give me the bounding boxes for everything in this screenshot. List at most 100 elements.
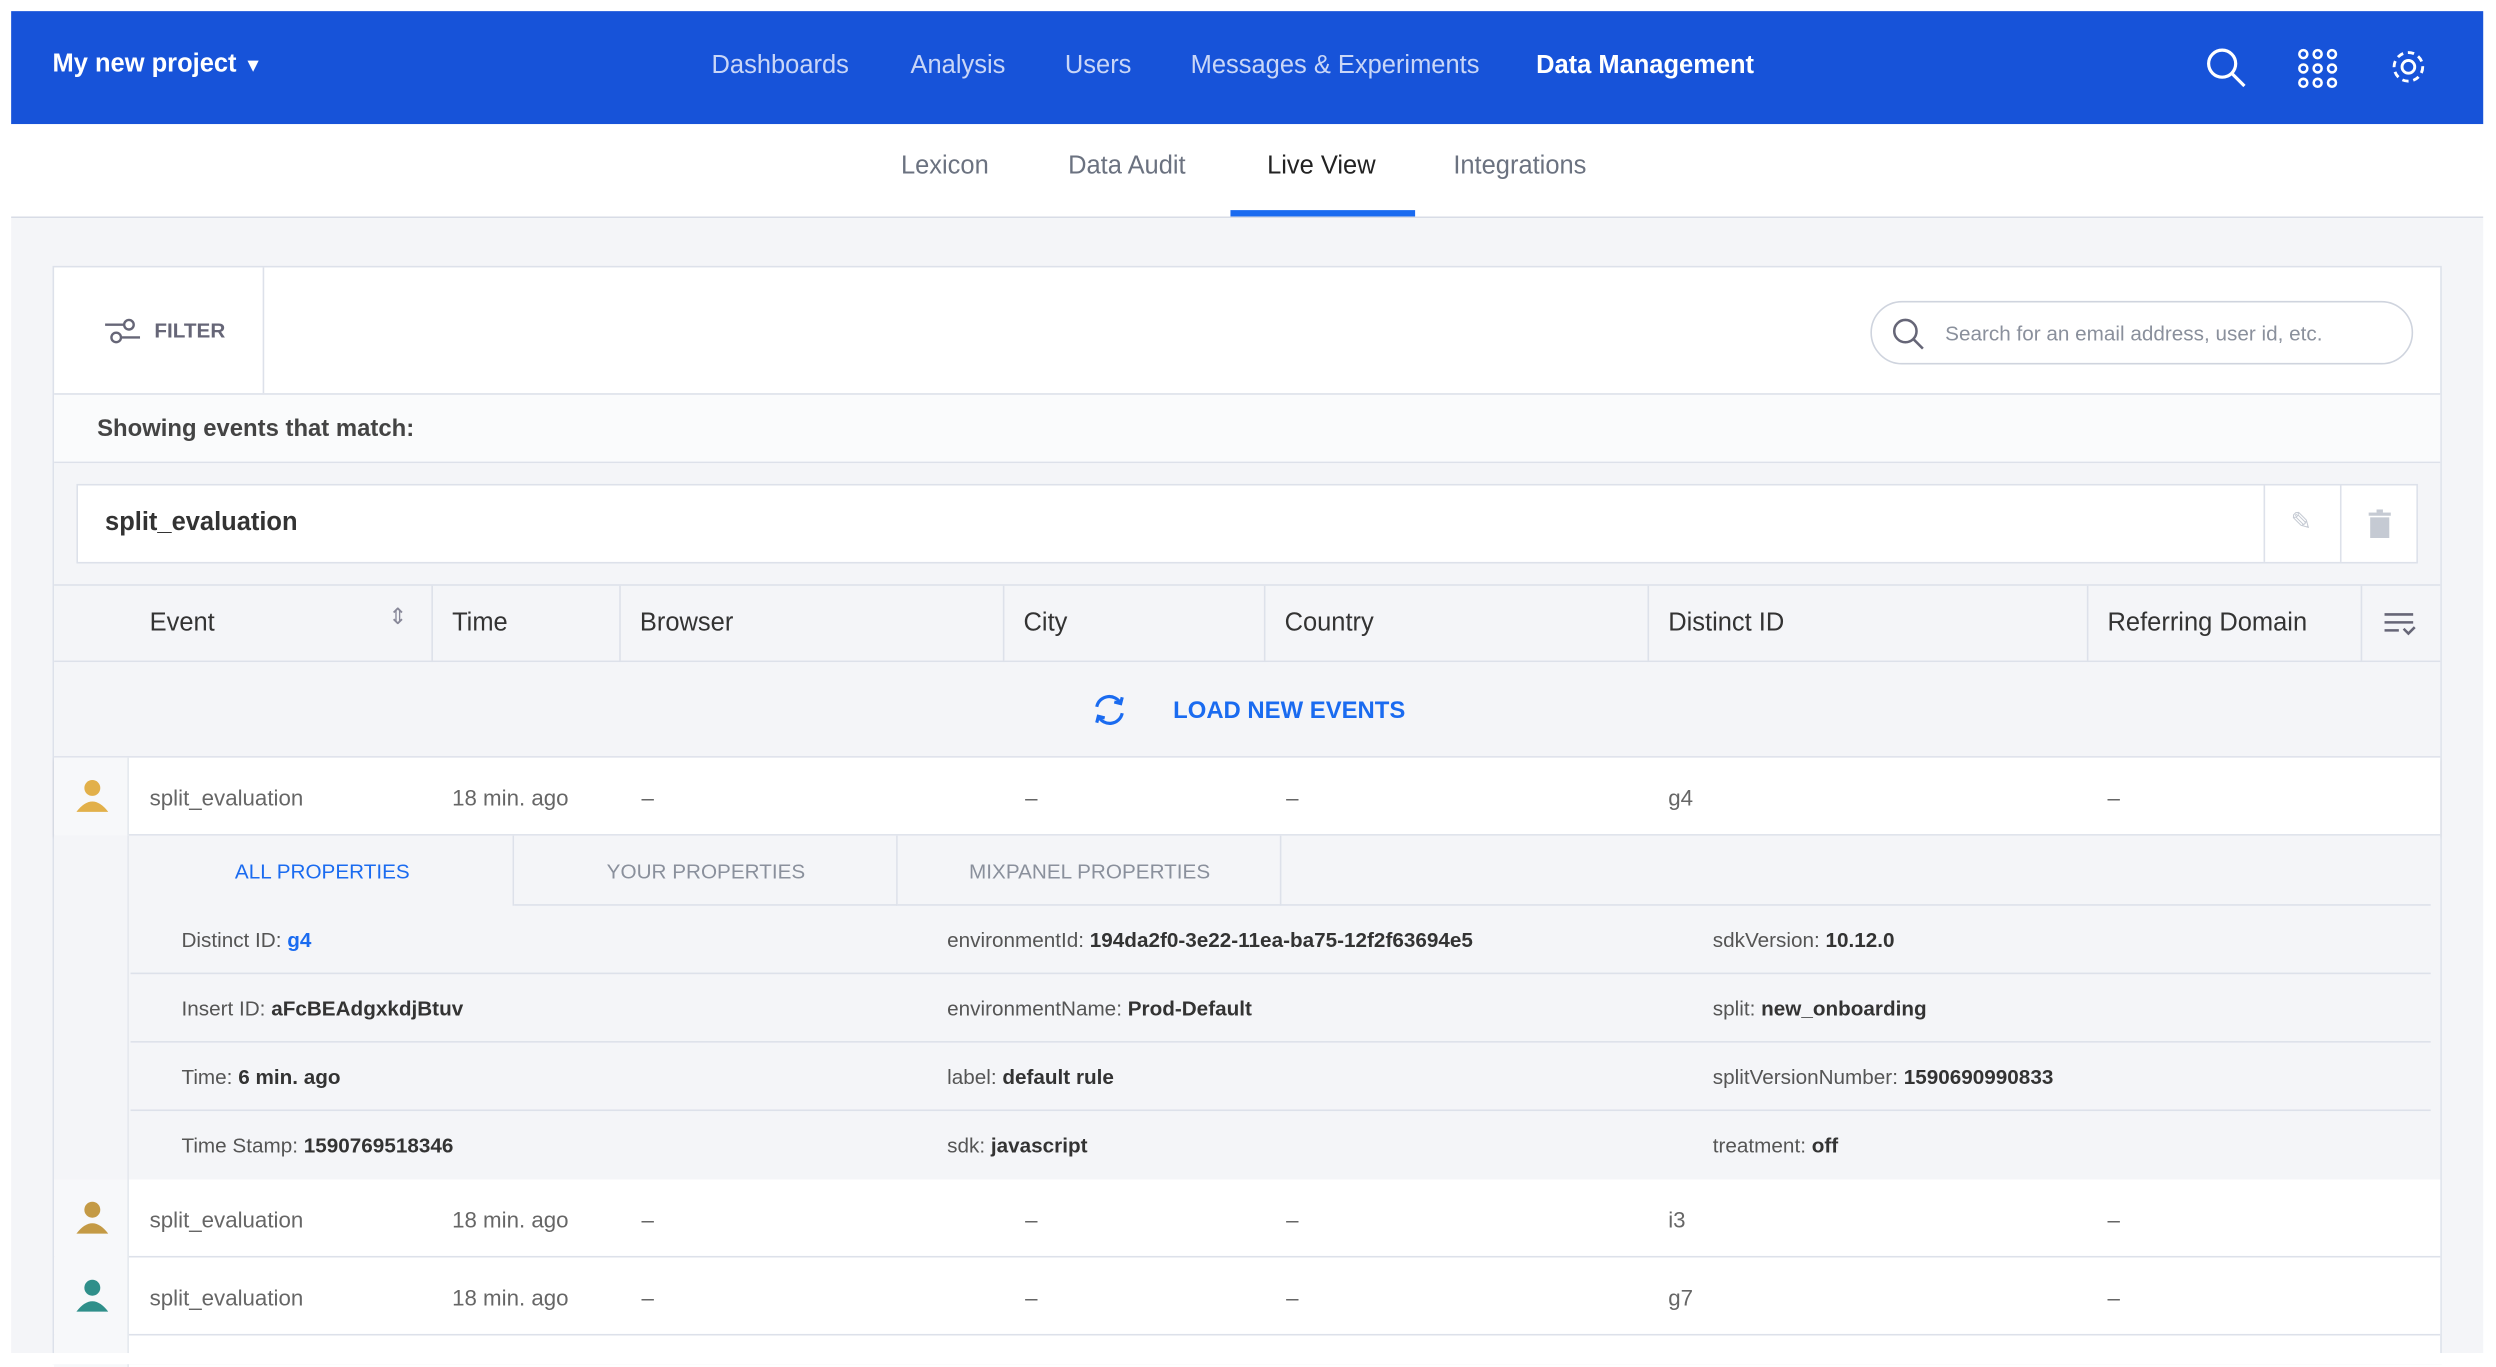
caret-down-icon: ▼ [243,54,263,77]
browser-value: – [641,784,654,811]
property-key: sdkVersion: [1712,928,1820,952]
tab-your-properties[interactable]: YOUR PROPERTIES [514,835,898,906]
property-key: Insert ID: [181,996,266,1021]
property-item: splitVersionNumber: 1590690990833 [1713,1065,2054,1089]
table-header: Event ⇕ Time Browser City Country Distinc… [54,584,2441,663]
event-name: split_evaluation [149,1206,304,1233]
column-header-distinct-id[interactable]: Distinct ID [1649,585,2089,663]
column-label: Distinct ID [1668,609,1785,637]
event-details: ALL PROPERTIES YOUR PROPERTIES MIXPANEL PR… [54,835,2441,1180]
tab-data-audit[interactable]: Data Audit [1068,152,1186,180]
distinct-id-link[interactable]: i3 [1668,1206,1686,1233]
table-row[interactable]: split_evaluation 18 min. ago – – – g4 – [54,757,2441,836]
avatar-cell [54,757,129,836]
tab-all-properties[interactable]: ALL PROPERTIES [130,835,515,906]
apps-grid-icon[interactable] [2297,48,2338,89]
event-time: 18 min. ago [452,1206,569,1233]
property-value: 10.12.0 [1825,928,1895,952]
column-header-time[interactable]: Time [433,585,621,663]
column-label: Browser [639,609,734,637]
property-value: 1590769518346 [303,1133,454,1158]
nav-dashboards[interactable]: Dashboards [711,52,849,80]
column-header-browser[interactable]: Browser [621,585,1005,663]
search-input[interactable]: Search for an email address, user id, et… [1870,300,2414,365]
property-item: label: default rule [947,1065,1114,1089]
property-value[interactable]: g4 [287,928,312,952]
property-item: Time Stamp: 1590769518346 [181,1133,453,1157]
column-label: City [1023,609,1068,637]
distinct-id-link[interactable]: g7 [1668,1284,1694,1311]
column-settings-button[interactable] [2362,586,2440,662]
nav-analysis[interactable]: Analysis [910,52,1006,80]
country-value: – [1286,1284,1299,1311]
city-value: – [1025,784,1038,811]
property-item: sdk: javascript [947,1133,1087,1157]
property-row: Insert ID: aFcBEAdgxkdjBtuv environmentNa… [130,974,2431,1043]
nav-users[interactable]: Users [1064,52,1132,80]
tab-live-view[interactable]: Live View [1267,152,1376,180]
delete-button[interactable] [2339,485,2416,562]
property-value: off [1811,1133,1839,1158]
property-item: split: new_onboarding [1713,996,1927,1020]
property-item: Distinct ID: g4 [181,928,311,952]
match-header: Showing events that match: [54,393,2441,464]
property-value: 194da2f0-3e22-11ea-ba75-12f2f63694e5 [1089,928,1473,952]
browser-value: – [641,1206,654,1233]
load-new-events-button[interactable]: LOAD NEW EVENTS [54,662,2441,758]
project-selector[interactable]: My new project ▼ [53,51,263,80]
property-key: splitVersionNumber: [1712,1064,1898,1089]
tab-integrations[interactable]: Integrations [1453,152,1587,180]
edit-button[interactable]: ✎ [2263,485,2340,562]
referring-domain-value: – [2107,1284,2120,1311]
column-header-referring-domain[interactable]: Referring Domain [2088,585,2363,663]
table-row[interactable]: split_evaluation 18 min. ago – – – g7 – [54,1257,2441,1336]
browser-value: – [641,1284,654,1311]
property-value: Prod-Default [1127,996,1252,1021]
event-time: 18 min. ago [452,784,569,811]
search-icon[interactable] [2205,46,2250,91]
search-placeholder: Search for an email address, user id, et… [1945,321,2323,346]
tab-label: YOUR PROPERTIES [606,859,806,884]
country-value: – [1286,1206,1299,1233]
nav-data-management[interactable]: Data Management [1536,52,1755,80]
sub-nav: Lexicon Data Audit Live View Integration… [11,124,2484,219]
gear-icon[interactable] [2388,46,2429,87]
column-label: Country [1284,609,1374,637]
match-label: Showing events that match: [97,415,415,443]
property-value: 1590690990833 [1903,1064,2054,1089]
filter-button[interactable]: FILTER [54,267,265,394]
match-area: split_evaluation ✎ [54,463,2441,585]
property-key: label: [947,1064,997,1089]
table-row[interactable]: split_evaluation 18 min. ago – – – i3 – [54,1179,2441,1258]
nav-messages-experiments[interactable]: Messages & Experiments [1190,52,1480,80]
property-key: Time: [181,1064,233,1089]
property-value: aFcBEAdgxkdjBtuv [271,996,464,1021]
user-avatar-icon [76,1279,109,1312]
pencil-icon: ✎ [2290,509,2312,537]
property-key: environmentId: [947,928,1085,952]
property-row: Distinct ID: g4 environmentId: 194da2f0-3… [130,906,2431,975]
tabs-filler [1281,836,2431,906]
column-label: Event [149,609,215,637]
column-header-event[interactable]: Event ⇕ [131,585,433,663]
tab-label: ALL PROPERTIES [234,859,410,884]
event-filter-pill[interactable]: split_evaluation ✎ [76,483,2418,564]
property-item: Time: 6 min. ago [181,1065,340,1089]
column-header-country[interactable]: Country [1265,585,1650,663]
referring-domain-value: – [2107,784,2120,811]
property-item: environmentId: 194da2f0-3e22-11ea-ba75-1… [947,928,1473,952]
property-item: treatment: off [1713,1133,1838,1157]
column-header-city[interactable]: City [1004,585,1266,663]
user-avatar-icon [76,1201,109,1234]
avatar-cell [54,1257,129,1336]
tab-lexicon[interactable]: Lexicon [900,152,989,180]
sort-icon: ⇕ [388,603,408,629]
property-key: treatment: [1712,1133,1806,1158]
distinct-id-link[interactable]: g4 [1668,784,1694,811]
tab-mixpanel-properties[interactable]: MIXPANEL PROPERTIES [897,835,1282,906]
active-tab-indicator [1230,210,1416,217]
tab-label: MIXPANEL PROPERTIES [969,859,1211,884]
filter-label: FILTER [154,318,226,343]
city-value: – [1025,1206,1038,1233]
column-list-icon [2384,613,2416,636]
